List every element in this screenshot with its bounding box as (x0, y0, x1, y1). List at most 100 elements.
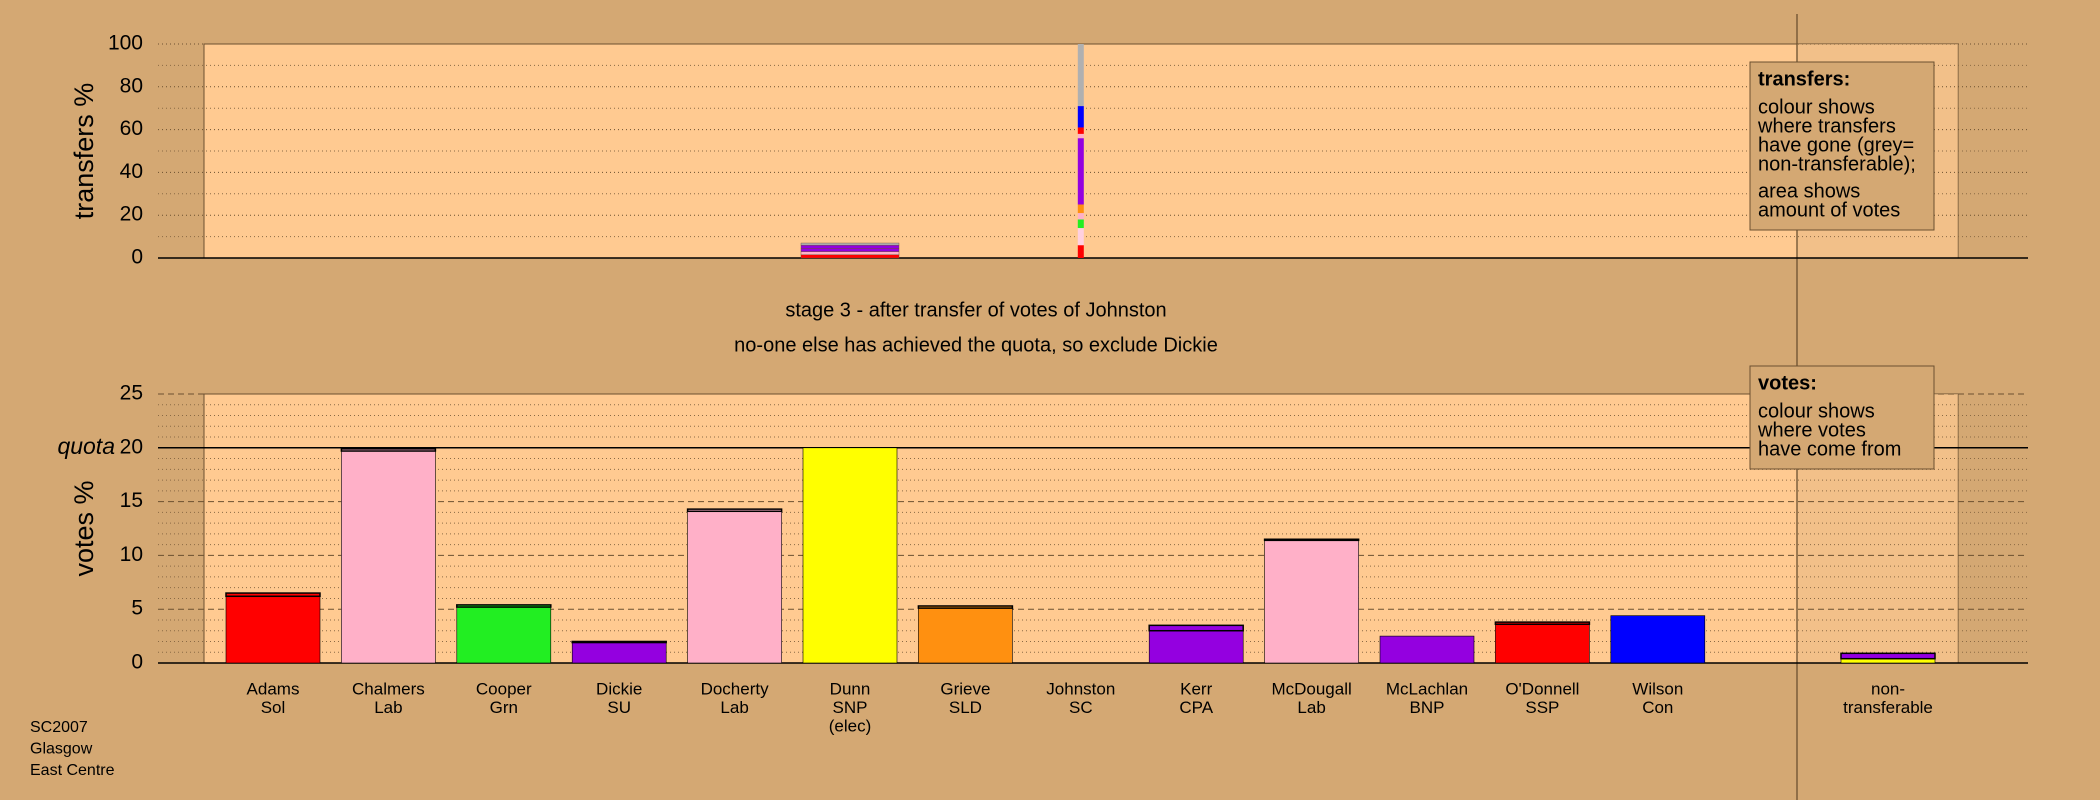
y-tick-label: 80 (120, 74, 143, 97)
legend-box (1749, 61, 1935, 231)
x-tick-label: non- (1871, 679, 1905, 698)
y-tick-label: 40 (120, 160, 143, 183)
x-tick-label: CPA (1179, 698, 1213, 717)
x-tick-label: SU (607, 698, 631, 717)
y-tick-label: 60 (120, 117, 143, 140)
bar-segment (1148, 630, 1244, 664)
x-tick-label: transferable (1843, 698, 1933, 717)
transfer-area-segment (800, 244, 900, 249)
bar-segment (571, 640, 667, 644)
bar-segment (456, 604, 552, 608)
transfer-segment (1077, 106, 1084, 128)
x-tick-label: Grn (490, 698, 518, 717)
x-tick-label: Sol (261, 698, 286, 717)
bar-segment (225, 595, 321, 664)
y-tick-label: 0 (131, 246, 143, 269)
bar-segment (341, 450, 436, 664)
x-tick-label: Johnston (1046, 679, 1115, 698)
y-tick-label: 100 (108, 32, 143, 55)
legend-title: votes: (1758, 372, 1817, 394)
transfer-area-segment (800, 251, 900, 255)
x-tick-label: O'Donnell (1505, 679, 1579, 698)
x-tick-label: Dickie (596, 679, 642, 698)
x-tick-label: Chalmers (352, 679, 425, 698)
transfer-segment (1077, 219, 1084, 229)
transfer-area-segment (800, 254, 900, 259)
bar-segment (1264, 540, 1359, 664)
legend-line: have gone (grey= (1758, 134, 1914, 156)
x-tick-label: Docherty (701, 679, 770, 698)
y-tick-label: 10 (120, 543, 143, 566)
transfer-segment (1077, 228, 1084, 246)
legend-line: where transfers (1757, 115, 1896, 137)
legend-line: colour shows (1758, 400, 1875, 422)
footer-line: Glasgow (30, 741, 93, 758)
y-tick-label: 5 (131, 597, 143, 620)
legend-line: amount of votes (1758, 199, 1900, 221)
footer-line: SC2007 (30, 719, 88, 736)
legend-line: where votes (1757, 419, 1866, 441)
bar-segment (340, 448, 437, 452)
bar-segment (686, 508, 783, 513)
y-axis-label: transfers % (69, 83, 99, 220)
bar-segment (456, 606, 552, 664)
x-tick-label: SLD (949, 698, 982, 717)
x-tick-label: Lab (374, 698, 402, 717)
bar-segment (1494, 621, 1591, 626)
bar-segment (1148, 624, 1244, 632)
y-tick-label: 15 (120, 489, 143, 512)
transfer-segment (1077, 133, 1084, 139)
x-tick-label: McDougall (1271, 679, 1351, 698)
transfer-segment (1077, 44, 1084, 107)
bar-segment (1263, 538, 1360, 542)
legend-line: have come from (1758, 438, 1901, 460)
transfer-segment (1077, 127, 1084, 134)
bar-segment (917, 605, 1014, 609)
legend-line: colour shows (1758, 96, 1875, 118)
x-tick-label: SSP (1525, 698, 1559, 717)
footer-line: East Centre (30, 762, 115, 779)
legend-title: transfers: (1758, 68, 1850, 90)
bar-segment (802, 447, 898, 664)
bar-segment (225, 592, 321, 598)
x-tick-label: SNP (833, 698, 868, 717)
transfer-area-segment (800, 248, 900, 252)
bar-segment (1840, 652, 1936, 660)
y-tick-label: 0 (131, 651, 143, 674)
x-tick-label: BNP (1410, 698, 1445, 717)
bar-segment (687, 510, 782, 664)
subtitle: no-one else has achieved the quota, so e… (734, 334, 1218, 356)
x-tick-label: Cooper (476, 679, 532, 698)
y-axis-label: votes % (69, 480, 99, 576)
legend-line: area shows (1758, 180, 1860, 202)
bar-segment (1495, 623, 1590, 664)
bar-segment (1610, 615, 1706, 664)
y-tick-label: 20 (120, 203, 143, 226)
quota-label: quota (57, 433, 115, 459)
bar-segment (918, 607, 1013, 664)
x-tick-label: SC (1069, 698, 1093, 717)
transfer-area-segment (800, 242, 900, 246)
x-tick-label: Dunn (830, 679, 871, 698)
transfer-segment (1077, 213, 1084, 220)
y-tick-label: 20 (120, 435, 143, 458)
legend-line: non-transferable); (1758, 153, 1916, 175)
x-tick-label: Adams (247, 679, 300, 698)
x-tick-label: Lab (1297, 698, 1325, 717)
x-tick-label: Con (1642, 698, 1673, 717)
x-tick-label: Wilson (1632, 679, 1683, 698)
legend-box (1749, 365, 1935, 470)
transfer-segment (1077, 245, 1084, 258)
subtitle: stage 3 - after transfer of votes of Joh… (785, 299, 1166, 321)
x-tick-label: Grieve (940, 679, 990, 698)
x-tick-label: McLachlan (1386, 679, 1468, 698)
bar-segment (571, 642, 667, 664)
bar-segment (1379, 635, 1475, 664)
transfer-segment (1077, 138, 1084, 205)
transfer-segment (1077, 204, 1084, 214)
x-tick-label: (elec) (829, 716, 872, 735)
x-tick-label: Lab (720, 698, 748, 717)
y-tick-label: 25 (120, 382, 143, 405)
x-tick-label: Kerr (1180, 679, 1212, 698)
